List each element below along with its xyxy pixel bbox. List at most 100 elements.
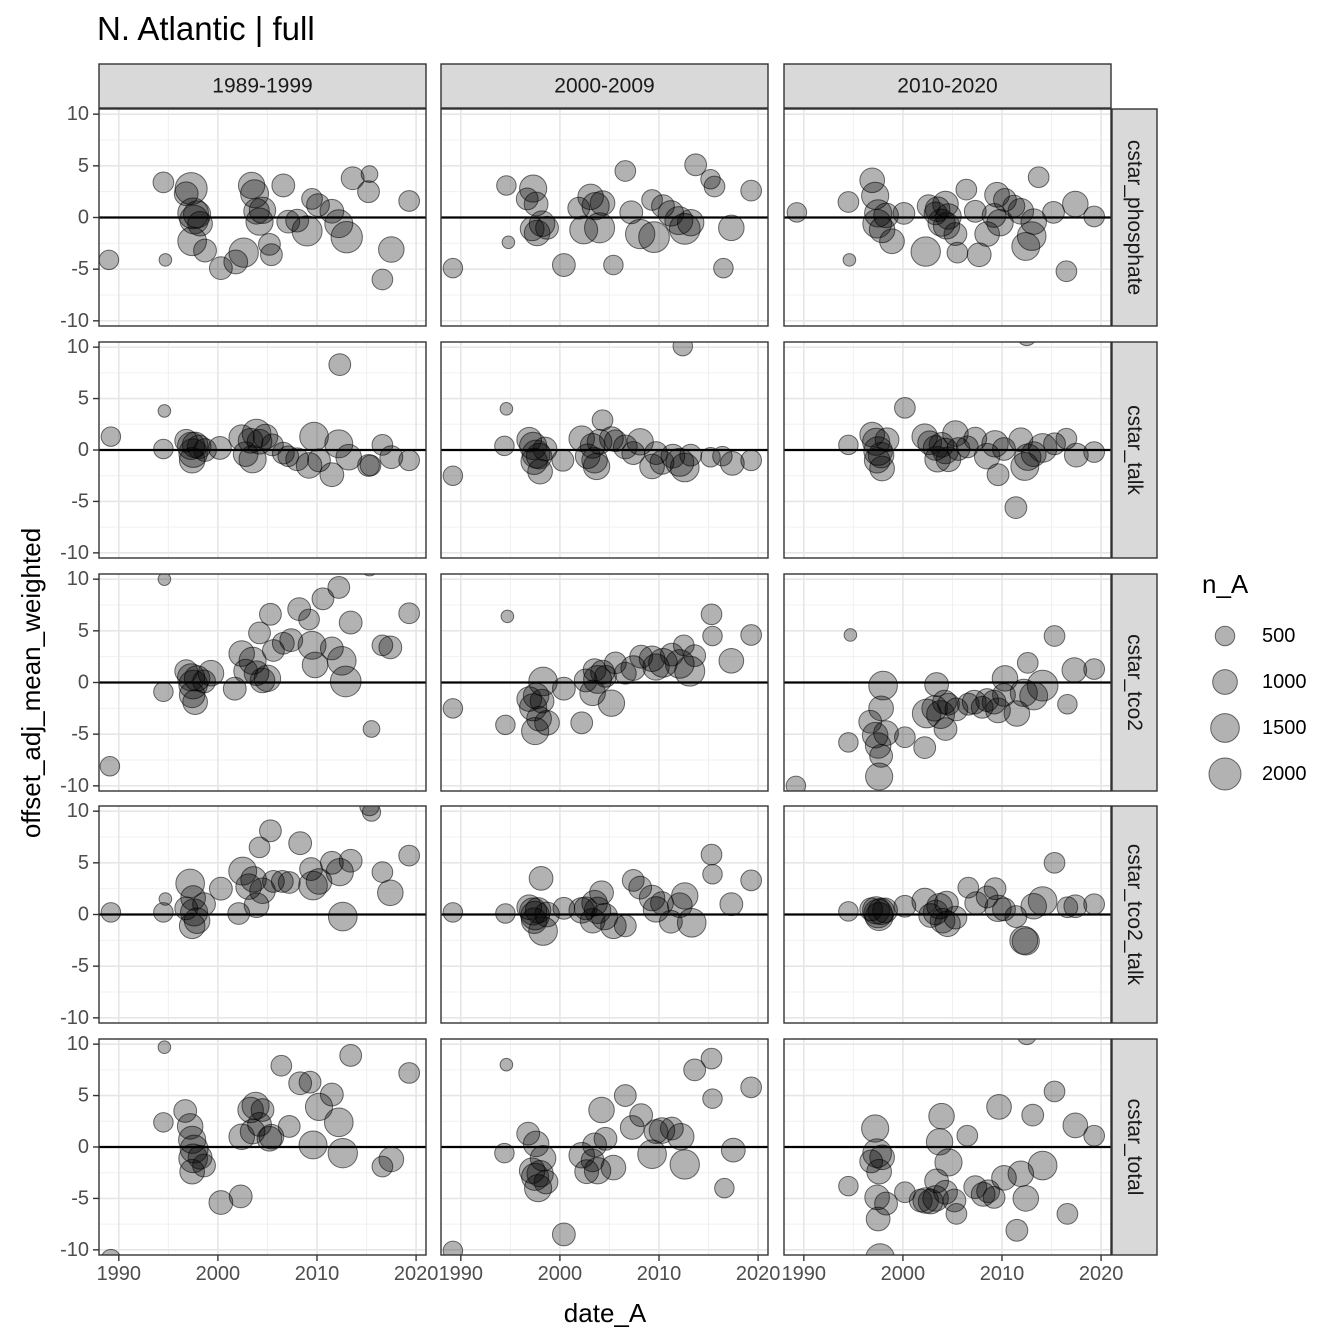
x-tick-label: 2010 xyxy=(637,1263,682,1285)
data-point xyxy=(666,892,693,919)
data-point xyxy=(186,434,212,460)
data-point xyxy=(1016,652,1039,674)
x-tick-label: 2020 xyxy=(1079,1263,1124,1285)
data-point xyxy=(991,665,1019,692)
data-point xyxy=(892,201,916,225)
panel-border xyxy=(783,108,1112,327)
points xyxy=(838,342,1106,519)
data-point xyxy=(494,1142,515,1164)
data-point xyxy=(613,661,637,685)
data-point xyxy=(588,1096,615,1124)
data-point xyxy=(442,1240,464,1255)
data-point xyxy=(683,644,707,668)
data-point xyxy=(879,228,905,255)
data-point xyxy=(672,342,694,357)
panel-cstar_phosphate-2010-2020 xyxy=(783,108,1112,327)
data-point xyxy=(515,187,539,211)
data-point xyxy=(702,625,723,647)
data-point xyxy=(660,443,686,469)
y-tick-label: 5 xyxy=(78,852,89,874)
data-point xyxy=(700,843,723,866)
x-tick-label: 2000 xyxy=(196,1263,241,1285)
data-point xyxy=(579,433,606,459)
data-point xyxy=(1083,658,1106,680)
y-tick-label: 0 xyxy=(78,207,89,229)
data-point xyxy=(528,916,558,946)
size-legend: n_A 500 1000 1500 2000 xyxy=(1202,569,1307,791)
data-point xyxy=(1027,433,1058,463)
data-point xyxy=(1063,894,1088,919)
data-point xyxy=(529,1145,557,1172)
data-point xyxy=(442,902,464,923)
data-point xyxy=(248,196,277,224)
data-point xyxy=(911,423,938,450)
data-point xyxy=(864,199,893,228)
data-point xyxy=(324,429,354,459)
data-point xyxy=(371,434,394,456)
panel-border xyxy=(440,108,769,327)
y-tick-label: 0 xyxy=(78,904,89,926)
data-point xyxy=(243,892,270,919)
data-point xyxy=(533,1169,559,1195)
data-point xyxy=(327,901,358,932)
points xyxy=(99,165,421,291)
data-point xyxy=(245,207,274,236)
data-point xyxy=(524,1174,553,1203)
data-point xyxy=(1010,451,1040,481)
data-point xyxy=(1043,1080,1066,1103)
x-tick-label: 2020 xyxy=(394,1263,439,1285)
data-point xyxy=(785,775,807,791)
data-point xyxy=(297,630,327,660)
data-point xyxy=(864,732,892,759)
data-point xyxy=(861,1114,890,1143)
panel-border xyxy=(440,1038,769,1256)
panel-cstar_total-2000-2009 xyxy=(440,1038,769,1256)
data-point xyxy=(187,210,213,237)
data-point xyxy=(648,1117,676,1144)
x-tick-label: 1990 xyxy=(782,1263,827,1285)
data-point xyxy=(868,216,896,244)
data-point xyxy=(499,402,514,416)
data-point xyxy=(442,698,464,719)
data-point xyxy=(600,1154,627,1181)
data-point xyxy=(966,242,992,268)
y-tick-label: 5 xyxy=(78,620,89,642)
data-point xyxy=(442,257,464,279)
data-point xyxy=(362,720,381,738)
data-point xyxy=(600,912,627,940)
data-point xyxy=(584,212,616,244)
data-point xyxy=(1011,927,1040,956)
data-point xyxy=(677,208,705,237)
data-point xyxy=(700,169,721,190)
data-point xyxy=(986,1094,1012,1120)
data-point xyxy=(629,1103,654,1128)
data-point xyxy=(158,892,173,906)
data-point xyxy=(100,426,122,447)
data-point xyxy=(1057,693,1078,715)
panel-border xyxy=(440,573,769,792)
data-point xyxy=(319,462,345,488)
panel-border xyxy=(783,805,1112,1024)
y-tick-label: -5 xyxy=(71,490,89,512)
data-point xyxy=(340,166,365,191)
data-point xyxy=(323,1107,354,1138)
data-point xyxy=(357,180,380,204)
data-point xyxy=(277,871,301,894)
data-point xyxy=(674,655,706,687)
data-point xyxy=(583,1156,612,1185)
data-point xyxy=(1018,342,1035,347)
axes: 10 5 0 -5 -10 10 5 0 -5 -10 10 5 0 -5 -10 10 5 0 -5 -10 10 5 0… xyxy=(60,103,1123,1285)
y-tick-label: -10 xyxy=(60,1007,89,1029)
data-point xyxy=(1004,496,1028,519)
x-tick-label: 2010 xyxy=(980,1263,1025,1285)
data-point xyxy=(582,1132,607,1158)
data-point xyxy=(360,165,379,183)
data-point xyxy=(740,869,763,892)
column-strip xyxy=(98,63,427,109)
data-point xyxy=(256,1125,283,1152)
data-point xyxy=(152,171,175,194)
column-strip xyxy=(440,63,769,109)
panel-cstar_tco2-1989-1999 xyxy=(98,573,427,792)
data-point xyxy=(311,587,335,611)
data-point xyxy=(720,1137,746,1163)
